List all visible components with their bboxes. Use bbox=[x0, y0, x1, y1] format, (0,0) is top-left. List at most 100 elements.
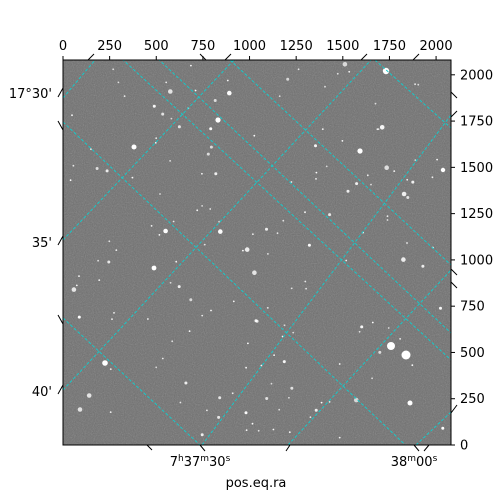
top-tick-label: 1500 bbox=[326, 39, 359, 54]
star bbox=[194, 89, 197, 92]
star bbox=[406, 196, 410, 199]
star bbox=[245, 366, 248, 369]
grid-line bbox=[63, 60, 235, 241]
star bbox=[115, 249, 118, 252]
star bbox=[217, 415, 221, 419]
star bbox=[374, 102, 377, 105]
star bbox=[304, 211, 306, 214]
grid-line bbox=[63, 121, 407, 445]
star bbox=[155, 137, 158, 140]
star bbox=[283, 324, 286, 327]
star bbox=[421, 264, 425, 268]
star bbox=[218, 220, 221, 223]
star bbox=[218, 229, 223, 234]
world-tick-mark bbox=[450, 404, 458, 414]
star bbox=[218, 396, 222, 400]
star bbox=[386, 219, 389, 221]
star bbox=[417, 83, 420, 86]
star bbox=[71, 287, 77, 292]
top-tick-label: 1000 bbox=[233, 39, 266, 54]
grid-line bbox=[201, 114, 451, 445]
star bbox=[328, 213, 332, 217]
bright-star bbox=[387, 342, 395, 350]
star bbox=[366, 174, 369, 177]
star bbox=[304, 280, 307, 283]
star bbox=[401, 191, 407, 197]
star bbox=[172, 220, 175, 223]
star bbox=[75, 284, 78, 287]
star bbox=[360, 325, 364, 329]
star bbox=[184, 381, 188, 385]
star bbox=[109, 368, 112, 370]
right-tick-label: 1750 bbox=[460, 115, 493, 130]
star bbox=[206, 152, 210, 156]
star bbox=[113, 312, 115, 314]
right-tick-label: 500 bbox=[460, 346, 485, 361]
star bbox=[411, 180, 415, 184]
star bbox=[251, 422, 254, 425]
grid-line bbox=[158, 60, 451, 334]
star bbox=[431, 176, 434, 179]
top-tick-label: 750 bbox=[190, 39, 215, 54]
star bbox=[175, 260, 178, 263]
star bbox=[242, 249, 244, 252]
star bbox=[348, 70, 351, 73]
ra-axis: 7h37m30s 38m00s pos.eq.ra bbox=[146, 444, 438, 491]
star bbox=[276, 232, 279, 235]
star bbox=[320, 401, 323, 404]
star bbox=[200, 433, 204, 437]
bright-star bbox=[401, 350, 411, 360]
star bbox=[401, 257, 406, 262]
dec-tick-mark bbox=[57, 87, 64, 98]
bright-star bbox=[357, 148, 363, 154]
right-tick-label: 750 bbox=[460, 300, 485, 315]
star bbox=[201, 205, 204, 207]
star bbox=[177, 285, 181, 289]
star bbox=[272, 428, 275, 431]
star bbox=[147, 318, 149, 320]
star bbox=[260, 364, 263, 367]
star bbox=[232, 300, 235, 303]
star bbox=[244, 411, 248, 415]
dec-tick-mark bbox=[57, 384, 64, 395]
bright-star bbox=[215, 117, 221, 123]
ra-tick-label: 7h37m30s bbox=[170, 454, 231, 470]
star bbox=[314, 144, 317, 148]
world-tick-mark bbox=[199, 53, 207, 61]
grid-line bbox=[415, 411, 451, 445]
ra-tick-marks bbox=[146, 444, 430, 452]
star bbox=[358, 330, 361, 333]
bright-star bbox=[382, 67, 390, 75]
grid-line bbox=[229, 60, 451, 266]
star bbox=[436, 158, 438, 161]
right-tick-label: 250 bbox=[460, 392, 485, 407]
star bbox=[69, 179, 72, 182]
star bbox=[163, 228, 168, 234]
star bbox=[257, 429, 260, 432]
star bbox=[309, 416, 312, 419]
star bbox=[354, 397, 359, 403]
star bbox=[161, 357, 164, 360]
star bbox=[209, 127, 213, 131]
star bbox=[72, 164, 75, 167]
ra-tick-mark bbox=[285, 444, 291, 452]
star bbox=[131, 176, 134, 179]
ra-tick-mark bbox=[423, 444, 430, 452]
star bbox=[338, 363, 341, 365]
bright-star bbox=[131, 144, 137, 150]
star bbox=[399, 338, 401, 340]
star bbox=[406, 242, 408, 244]
right-tick-label: 1000 bbox=[460, 253, 493, 268]
star bbox=[77, 407, 83, 412]
star bbox=[315, 171, 318, 174]
star bbox=[226, 79, 229, 82]
star bbox=[278, 408, 281, 411]
star bbox=[209, 208, 212, 210]
image-noise bbox=[63, 60, 451, 445]
star bbox=[171, 340, 174, 343]
star bbox=[336, 72, 339, 75]
star bbox=[245, 429, 248, 432]
world-tick-mark bbox=[450, 268, 458, 276]
star bbox=[378, 350, 382, 354]
dec-tick-label: 40' bbox=[32, 385, 52, 400]
